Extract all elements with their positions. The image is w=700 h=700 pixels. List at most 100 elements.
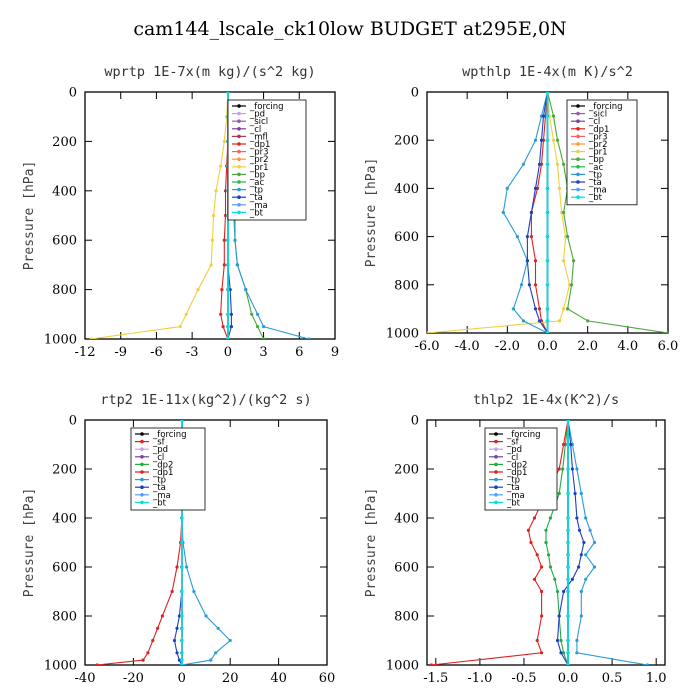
figure-title: cam144_lscale_ck10low BUDGET at295E,0N bbox=[133, 18, 567, 40]
legend-marker bbox=[237, 111, 241, 116]
data-point-tp bbox=[214, 651, 218, 655]
data-point-bt bbox=[566, 516, 570, 520]
data-point-dp1 bbox=[160, 614, 164, 618]
y-tick-label: 200 bbox=[52, 135, 77, 150]
legend-marker bbox=[576, 142, 580, 146]
data-point-dp1 bbox=[533, 259, 538, 263]
legend-label: _pr1 bbox=[588, 148, 608, 158]
data-point-bt bbox=[180, 614, 184, 618]
data-point-bp bbox=[555, 138, 560, 142]
data-point-dp1 bbox=[219, 312, 223, 316]
data-point-bp bbox=[262, 337, 266, 339]
legend-label: _tp bbox=[152, 476, 166, 486]
data-point-pr1 bbox=[557, 186, 562, 190]
data-point-tp bbox=[209, 658, 213, 662]
legend-marker bbox=[576, 134, 580, 139]
legend-label: _pd bbox=[249, 110, 265, 120]
data-point-pr1 bbox=[555, 162, 560, 166]
data-point-bt bbox=[566, 420, 570, 422]
y-tick-label: 200 bbox=[394, 134, 419, 149]
legend-marker bbox=[494, 455, 498, 459]
legend-marker bbox=[576, 111, 580, 116]
legend-marker bbox=[494, 439, 498, 444]
data-point-ta bbox=[172, 638, 177, 643]
data-point-dp1 bbox=[141, 658, 145, 662]
data-point-pr1 bbox=[196, 288, 200, 292]
legend-marker bbox=[576, 104, 580, 108]
data-point-pr1 bbox=[562, 307, 566, 311]
data-point-bt bbox=[545, 235, 550, 239]
legend-label: _mfl bbox=[249, 132, 268, 142]
series-line-pr1 bbox=[427, 92, 571, 333]
x-tick-label: 0 bbox=[224, 345, 232, 360]
data-point-bt bbox=[545, 210, 550, 215]
data-point-bt bbox=[180, 565, 184, 569]
legend-marker bbox=[237, 104, 241, 108]
data-point-bt bbox=[180, 638, 184, 643]
legend-marker bbox=[237, 134, 241, 139]
series-group bbox=[427, 92, 668, 333]
legend-label: _ma bbox=[588, 186, 607, 196]
data-point-tp bbox=[584, 553, 588, 557]
data-point-ta bbox=[573, 491, 577, 496]
x-tick-label: -6.0 bbox=[414, 339, 439, 354]
data-point-dp1 bbox=[532, 577, 537, 581]
data-point-dp1 bbox=[146, 651, 150, 655]
data-point-pr1 bbox=[219, 164, 223, 168]
data-point-dp1 bbox=[156, 626, 160, 630]
x-tick-label: -4.0 bbox=[455, 339, 480, 354]
plot-frame bbox=[84, 91, 336, 340]
data-point-tp bbox=[307, 337, 311, 339]
data-point-ta bbox=[533, 186, 538, 190]
legend-marker bbox=[140, 447, 144, 452]
data-point-ta bbox=[177, 614, 181, 618]
data-point-ta bbox=[570, 467, 575, 471]
y-tick-label: 0 bbox=[411, 414, 419, 429]
x-tick-label: -20 bbox=[123, 671, 144, 686]
data-point-dp2 bbox=[544, 528, 548, 532]
data-point-dp1 bbox=[529, 235, 534, 239]
data-point-dp1 bbox=[170, 589, 174, 594]
data-point-tp bbox=[645, 663, 649, 665]
data-point-bt bbox=[566, 528, 570, 532]
data-point-tp bbox=[244, 288, 248, 292]
data-point-dp2 bbox=[547, 553, 551, 557]
data-point-tp bbox=[579, 614, 583, 618]
data-point-bt bbox=[566, 491, 570, 496]
x-tick-label: 6.0 bbox=[658, 339, 679, 354]
legend-marker bbox=[576, 157, 580, 161]
data-point-tp bbox=[575, 467, 579, 471]
x-tick-label: 1.0 bbox=[646, 671, 667, 686]
legend-label: _bp bbox=[588, 155, 604, 165]
data-point-tp bbox=[584, 577, 588, 581]
data-point-bt bbox=[226, 92, 230, 94]
legend-label: _ac bbox=[249, 178, 264, 188]
data-point-dp1 bbox=[537, 307, 542, 311]
data-point-bp bbox=[551, 114, 556, 118]
legend-marker bbox=[140, 432, 144, 436]
data-point-tp bbox=[519, 283, 524, 287]
data-point-bp bbox=[572, 259, 576, 263]
data-point-bt bbox=[180, 589, 184, 594]
legend-marker bbox=[237, 210, 241, 215]
series-line-pr1 bbox=[90, 92, 229, 339]
legend-marker bbox=[576, 172, 580, 177]
legend-label: _forcing bbox=[249, 102, 284, 112]
legend-marker bbox=[576, 180, 580, 184]
data-point-pr1 bbox=[562, 259, 566, 263]
data-point-dp1 bbox=[526, 528, 531, 532]
legend-label: _pr3 bbox=[249, 148, 269, 158]
legend-label: _ta bbox=[588, 178, 602, 188]
data-point-ta bbox=[562, 589, 566, 594]
legend-label: _ta bbox=[152, 483, 166, 493]
y-axis-label: Pressure [hPa] bbox=[364, 158, 379, 268]
legend-marker bbox=[140, 493, 144, 497]
data-point-bt bbox=[566, 553, 570, 557]
data-point-dp1 bbox=[529, 540, 533, 545]
legend-label: _pr2 bbox=[588, 140, 608, 150]
x-tick-label: 40 bbox=[270, 671, 287, 686]
data-point-dp1 bbox=[223, 213, 228, 218]
data-point-tp bbox=[592, 540, 597, 545]
legend-label: _dp1 bbox=[506, 468, 527, 478]
data-point-bp bbox=[566, 307, 570, 311]
